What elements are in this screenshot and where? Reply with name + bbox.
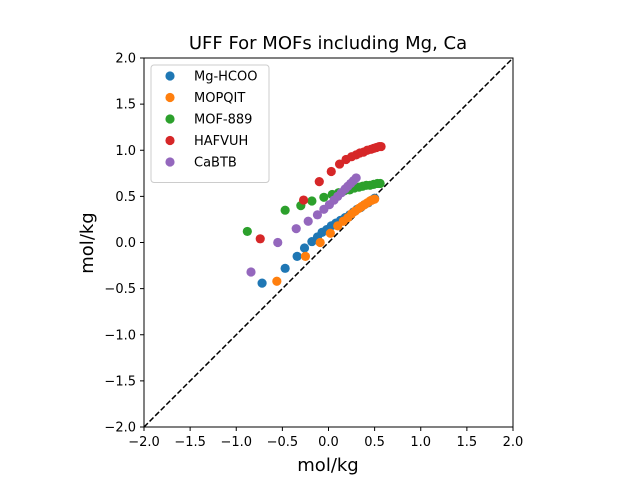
data-point	[257, 278, 267, 288]
y-tick-label: −0.5	[104, 282, 136, 297]
data-point	[326, 166, 336, 177]
legend-marker	[165, 114, 175, 124]
x-tick-label: −0.5	[267, 435, 299, 450]
data-point	[370, 194, 380, 204]
legend-marker	[165, 135, 175, 146]
data-point	[307, 196, 317, 206]
legend-marker	[165, 157, 175, 167]
ticks-layer: −2.0 −1.5 −1.0 −0.5 0.0 0.5 1.0 1.5 2.0−2.0−1.5−…	[104, 52, 523, 451]
data-point	[255, 234, 265, 244]
data-point	[375, 178, 385, 189]
data-point	[292, 251, 302, 261]
y-tick-label: 0.0	[115, 236, 136, 251]
x-tick-label: 0.0	[318, 435, 339, 450]
y-tick-label: −1.5	[104, 374, 136, 389]
data-point	[312, 210, 323, 220]
y-tick-label: 0.5	[115, 190, 136, 205]
data-point	[298, 195, 309, 205]
data-point	[273, 237, 283, 248]
x-tick-label: −1.0	[220, 435, 252, 450]
x-tick-label: 1.5	[457, 435, 478, 450]
data-point	[315, 237, 325, 248]
legend-entry: MOF-889	[194, 113, 252, 128]
x-tick-label: 1.0	[410, 435, 431, 450]
data-point	[351, 173, 361, 183]
data-point	[300, 251, 311, 261]
data-point	[280, 205, 290, 215]
y-tick-label: −1.0	[104, 328, 136, 343]
points-layer	[242, 141, 386, 288]
x-tick-label: −2.0	[128, 435, 160, 450]
y-tick-label: 2.0	[115, 52, 136, 67]
series-mopqit	[272, 194, 380, 286]
y-tick-label: 1.5	[115, 98, 136, 113]
legend-entry: CaBTB	[194, 156, 237, 171]
data-point	[303, 216, 313, 226]
data-point	[242, 226, 252, 237]
legend-entry: MOPQIT	[194, 91, 245, 106]
x-axis-label: mol/kg	[297, 455, 358, 476]
series-cabtb	[246, 173, 361, 277]
identity-reference-line	[144, 58, 513, 427]
legend-marker	[165, 71, 175, 81]
legend: Mg-HCOO MOPQIT MOF-889 HAFVUH CaBTB	[150, 64, 270, 183]
x-tick-label: 0.5	[364, 435, 385, 450]
data-point	[325, 228, 335, 238]
legend-entry: HAFVUH	[194, 134, 248, 149]
data-point	[291, 224, 301, 234]
chart-title: UFF For MOFs including Mg, Ca	[189, 33, 467, 54]
data-point	[246, 267, 256, 277]
y-tick-label: 1.0	[115, 144, 136, 159]
data-point	[319, 192, 329, 202]
data-point	[334, 159, 345, 169]
data-point	[376, 141, 386, 152]
legend-marker	[165, 92, 175, 103]
legend-entry: Mg-HCOO	[194, 70, 257, 85]
data-point	[299, 243, 310, 253]
data-point	[280, 263, 290, 273]
x-tick-label: −1.5	[174, 435, 206, 450]
y-axis-label: mol/kg	[77, 212, 98, 273]
legend-box	[150, 64, 270, 183]
series-hafvuh	[255, 141, 386, 244]
y-tick-label: −2.0	[104, 421, 136, 436]
data-point	[272, 276, 282, 286]
data-point	[314, 177, 324, 187]
x-tick-label: 2.0	[503, 435, 524, 450]
